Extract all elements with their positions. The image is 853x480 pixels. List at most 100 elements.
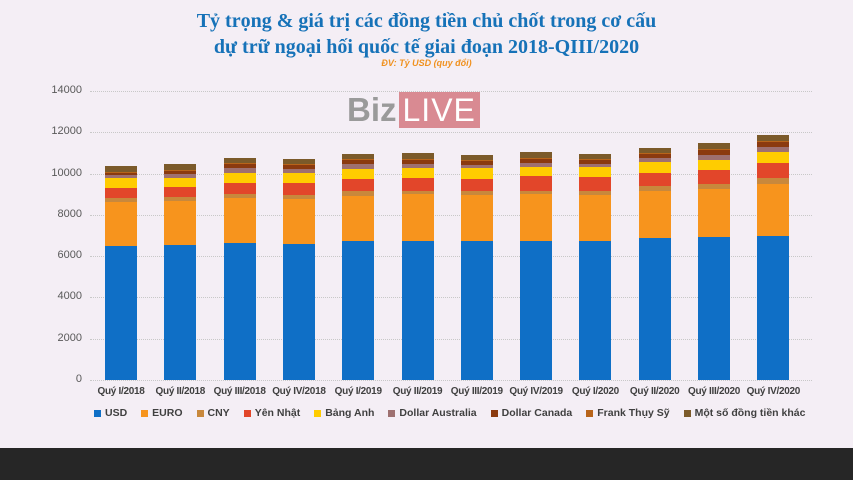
bar-segment[interactable]: [757, 183, 790, 236]
bar-segment[interactable]: [401, 194, 434, 242]
bar-segment[interactable]: [342, 154, 375, 160]
bar-segment[interactable]: [105, 198, 137, 203]
bar-segment[interactable]: [401, 177, 434, 191]
bar-segment[interactable]: [520, 166, 553, 177]
bar-segment[interactable]: [579, 191, 612, 196]
bar-segment[interactable]: [698, 236, 730, 380]
bar-segment[interactable]: [698, 142, 730, 150]
bar-segment[interactable]: [282, 243, 315, 380]
bar-segment[interactable]: [401, 158, 434, 160]
bar-segment[interactable]: [223, 157, 256, 163]
bar-segment[interactable]: [520, 157, 553, 159]
bar-segment[interactable]: [520, 194, 553, 242]
bar-segment[interactable]: [698, 184, 730, 190]
bar-segment[interactable]: [342, 160, 375, 165]
bar-segment[interactable]: [223, 197, 256, 244]
bar-segment[interactable]: [105, 202, 137, 247]
bar-segment[interactable]: [282, 172, 315, 183]
bar-segment[interactable]: [460, 164, 493, 168]
legend-item[interactable]: Dollar Australia: [388, 407, 477, 419]
bar-segment[interactable]: [520, 151, 553, 158]
legend-item[interactable]: Bảng Anh: [314, 407, 374, 419]
bar-segment[interactable]: [105, 246, 137, 380]
stacked-bar[interactable]: [342, 154, 375, 380]
bar-segment[interactable]: [223, 172, 256, 183]
bar-segment[interactable]: [579, 177, 612, 192]
bar-segment[interactable]: [460, 241, 493, 380]
bar-segment[interactable]: [460, 178, 493, 191]
legend-item[interactable]: Yên Nhật: [243, 407, 300, 419]
bar-segment[interactable]: [282, 194, 315, 199]
stacked-bar[interactable]: [282, 158, 315, 380]
stacked-bar[interactable]: [460, 154, 493, 380]
bar-segment[interactable]: [282, 198, 315, 244]
bar-segment[interactable]: [223, 163, 256, 168]
bar-segment[interactable]: [460, 154, 493, 160]
bar-segment[interactable]: [757, 235, 790, 380]
bar-segment[interactable]: [638, 191, 671, 238]
stacked-bar[interactable]: [638, 148, 671, 380]
legend-item[interactable]: Dollar Canada: [490, 407, 572, 419]
bar-segment[interactable]: [164, 186, 197, 197]
bar-segment[interactable]: [698, 160, 730, 171]
stacked-bar[interactable]: [105, 166, 137, 380]
bar-segment[interactable]: [757, 177, 790, 184]
bar-segment[interactable]: [698, 149, 730, 151]
bar-segment[interactable]: [579, 167, 612, 178]
legend-item[interactable]: Frank Thụy Sỹ: [586, 407, 670, 419]
bar-segment[interactable]: [105, 188, 137, 199]
bar-segment[interactable]: [460, 195, 493, 242]
stacked-bar[interactable]: [223, 157, 256, 380]
stacked-bar[interactable]: [164, 164, 197, 380]
bar-segment[interactable]: [638, 237, 671, 380]
stacked-bar[interactable]: [698, 142, 730, 380]
legend-item[interactable]: CNY: [196, 407, 230, 419]
bar-segment[interactable]: [401, 159, 434, 164]
bar-segment[interactable]: [757, 140, 790, 143]
legend-item[interactable]: Một số đồng tiền khác: [683, 407, 805, 419]
bar-segment[interactable]: [164, 170, 197, 175]
bar-segment[interactable]: [105, 175, 137, 179]
bar-segment[interactable]: [342, 191, 375, 197]
stacked-bar[interactable]: [520, 151, 553, 380]
bar-segment[interactable]: [105, 178, 137, 189]
bar-segment[interactable]: [223, 162, 256, 164]
bar-segment[interactable]: [164, 164, 197, 170]
bar-segment[interactable]: [164, 169, 197, 171]
bar-segment[interactable]: [520, 241, 553, 380]
bar-segment[interactable]: [342, 241, 375, 380]
bar-segment[interactable]: [698, 189, 730, 237]
bar-segment[interactable]: [282, 164, 315, 169]
bar-segment[interactable]: [579, 241, 612, 380]
bar-segment[interactable]: [164, 177, 197, 187]
bar-segment[interactable]: [460, 190, 493, 196]
bar-segment[interactable]: [401, 190, 434, 195]
bar-segment[interactable]: [520, 190, 553, 195]
bar-segment[interactable]: [638, 162, 671, 174]
bar-segment[interactable]: [638, 154, 671, 159]
bar-segment[interactable]: [223, 182, 256, 194]
bar-segment[interactable]: [164, 196, 197, 201]
stacked-bar[interactable]: [401, 152, 434, 380]
bar-segment[interactable]: [342, 159, 375, 161]
bar-segment[interactable]: [757, 151, 790, 163]
bar-segment[interactable]: [757, 146, 790, 152]
bar-segment[interactable]: [282, 158, 315, 164]
bar-segment[interactable]: [164, 245, 197, 380]
bar-segment[interactable]: [638, 153, 671, 155]
bar-segment[interactable]: [579, 159, 612, 165]
legend-item[interactable]: EURO: [141, 407, 183, 419]
bar-segment[interactable]: [342, 196, 375, 242]
bar-segment[interactable]: [401, 241, 434, 380]
bar-segment[interactable]: [460, 159, 493, 161]
bar-segment[interactable]: [223, 167, 256, 173]
bar-segment[interactable]: [105, 171, 137, 173]
bar-segment[interactable]: [164, 174, 197, 178]
bar-segment[interactable]: [757, 142, 790, 147]
bar-segment[interactable]: [638, 173, 671, 187]
stacked-bar[interactable]: [757, 135, 790, 380]
bar-segment[interactable]: [460, 167, 493, 179]
bar-segment[interactable]: [757, 162, 790, 178]
bar-segment[interactable]: [401, 163, 434, 168]
bar-segment[interactable]: [698, 170, 730, 185]
